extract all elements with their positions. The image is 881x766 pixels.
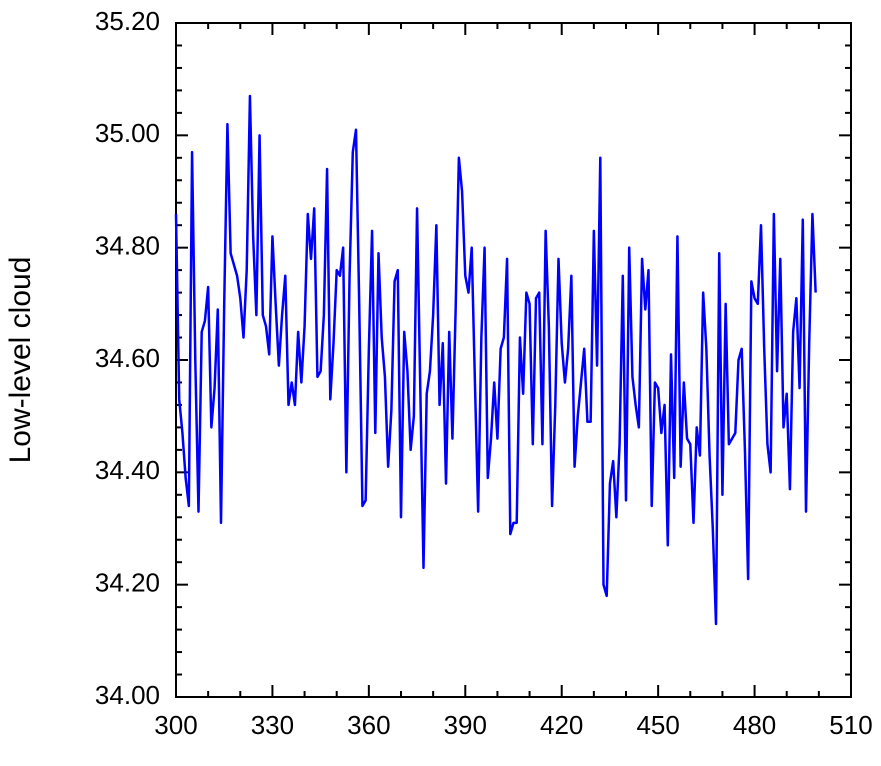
x-tick-label: 330 <box>251 710 294 740</box>
y-tick-label: 35.00 <box>95 118 160 148</box>
y-tick-label: 34.20 <box>95 568 160 598</box>
y-tick-label: 34.60 <box>95 343 160 373</box>
x-tick-label: 360 <box>347 710 390 740</box>
y-tick-label: 34.80 <box>95 231 160 261</box>
x-tick-label: 480 <box>733 710 776 740</box>
y-tick-label: 34.00 <box>95 680 160 710</box>
y-tick-label: 34.40 <box>95 455 160 485</box>
x-tick-label: 390 <box>444 710 487 740</box>
data-line <box>174 94 817 626</box>
x-tick-label: 420 <box>540 710 583 740</box>
y-axis-label: Low-level cloud <box>4 257 37 464</box>
x-tick-label: 510 <box>829 710 872 740</box>
x-tick-label: 300 <box>154 710 197 740</box>
x-tick-label: 450 <box>636 710 679 740</box>
y-tick-label: 35.20 <box>95 6 160 36</box>
